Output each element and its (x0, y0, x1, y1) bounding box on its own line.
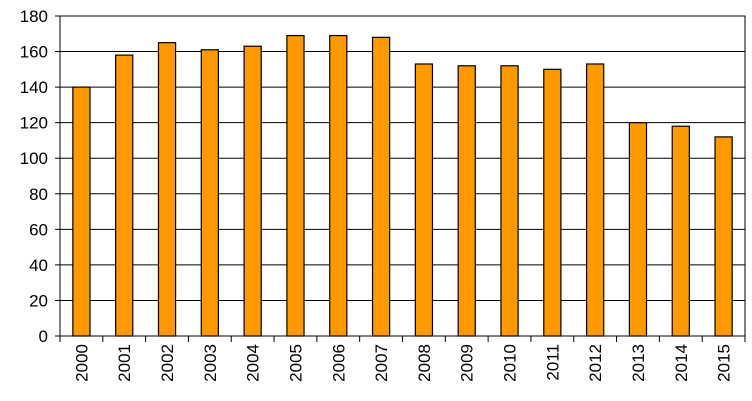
x-tick-label: 2015 (715, 344, 734, 382)
bar (157, 42, 177, 337)
x-tick-label: 2001 (115, 344, 134, 382)
x-tick-label: 2011 (543, 344, 562, 381)
y-tick-label: 160 (20, 43, 48, 62)
bar (243, 45, 262, 337)
bar (115, 54, 134, 337)
x-tick-label: 2009 (458, 344, 477, 382)
y-tick-label: 120 (20, 114, 48, 133)
bar (585, 63, 605, 337)
bar (543, 68, 562, 337)
x-tick-label: 2007 (372, 344, 391, 382)
y-tick-label: 60 (29, 220, 48, 239)
bar (329, 34, 348, 337)
x-tick-label: 2014 (672, 344, 691, 382)
bar (286, 34, 305, 337)
x-tick-label: 2008 (415, 344, 434, 382)
y-tick-label: 100 (20, 149, 48, 168)
y-tick-label: 20 (29, 291, 48, 310)
bar (72, 86, 91, 337)
bar (500, 65, 519, 337)
x-tick-label: 2005 (286, 344, 305, 382)
bar (457, 65, 476, 337)
x-tick-label: 2000 (72, 344, 91, 382)
y-tick-label: 140 (20, 78, 48, 97)
bar (671, 125, 690, 337)
x-tick-label: 2003 (201, 344, 220, 382)
x-tick-label: 2013 (629, 344, 648, 382)
x-tick-label: 2002 (158, 344, 177, 382)
y-tick-label: 80 (29, 185, 48, 204)
x-tick-label: 2006 (329, 344, 348, 382)
x-tick-label: 2004 (244, 344, 263, 382)
bar (371, 36, 391, 337)
bar (414, 63, 434, 337)
y-tick-label: 180 (20, 7, 48, 26)
x-tick-label: 2012 (586, 344, 605, 382)
y-tick-label: 0 (39, 327, 48, 346)
bar (628, 122, 648, 337)
bar (200, 49, 220, 337)
bar (714, 136, 733, 337)
y-tick-label: 40 (29, 256, 48, 275)
x-tick-label: 2010 (501, 344, 520, 382)
